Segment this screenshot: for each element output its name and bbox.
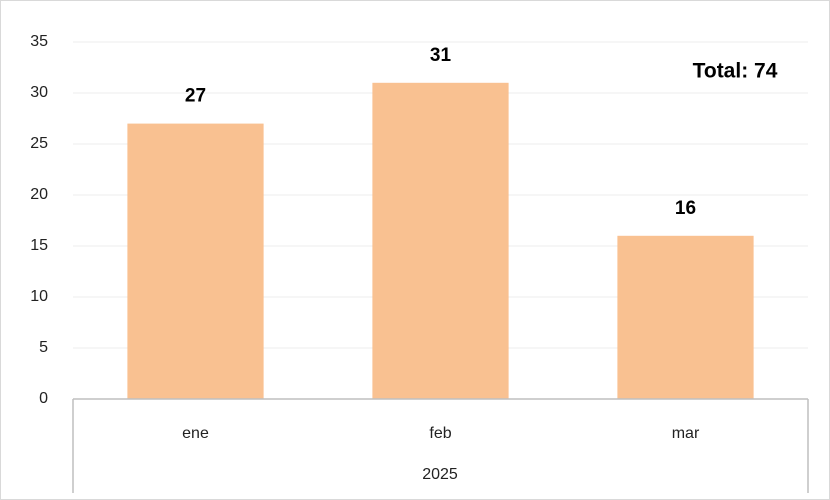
y-tick-label: 25 (30, 135, 48, 152)
y-tick-label: 35 (30, 33, 48, 50)
y-tick-label: 30 (30, 84, 48, 101)
x-tick-label: feb (429, 425, 451, 442)
y-tick-label: 10 (30, 288, 48, 305)
data-label: 16 (675, 198, 696, 219)
data-label: 31 (430, 45, 452, 66)
data-label: 27 (185, 86, 206, 107)
y-tick-label: 20 (30, 186, 48, 203)
y-tick-label: 15 (30, 237, 48, 254)
x-tick-label: mar (672, 425, 700, 442)
bar (617, 235, 754, 399)
bar (372, 82, 509, 400)
y-tick-label: 5 (39, 339, 48, 356)
x-tick-label: ene (182, 425, 209, 442)
y-tick-label: 0 (39, 390, 48, 407)
total-annotation: Total: 74 (693, 60, 778, 83)
group-label: 2025 (422, 466, 458, 483)
bar (127, 123, 264, 399)
